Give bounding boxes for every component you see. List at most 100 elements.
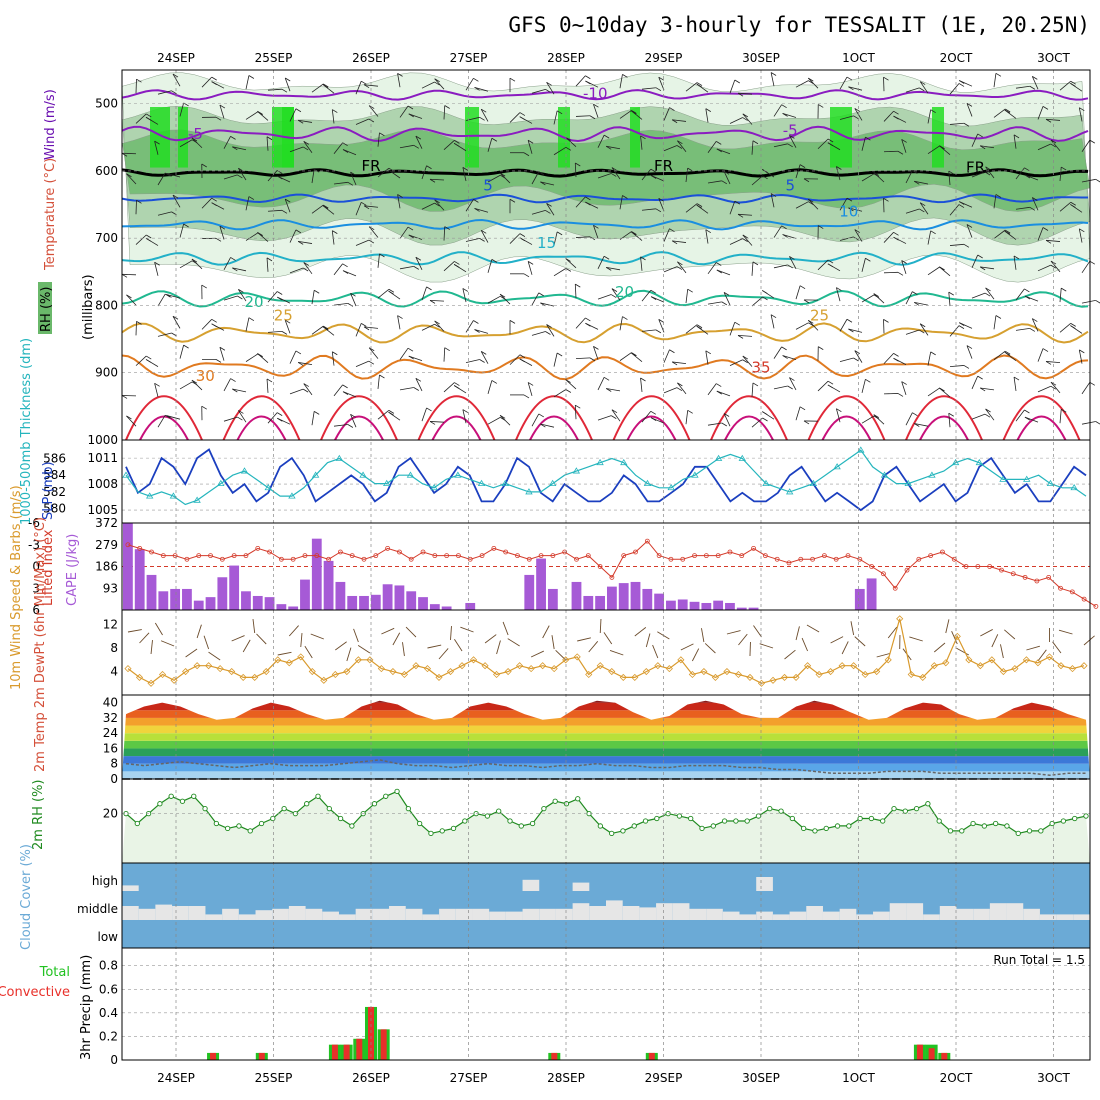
wind-barb [949,243,964,246]
wind-barb-flag [379,132,385,137]
wind-barb [773,346,782,359]
cloud-middle-bar [172,906,189,920]
lifted-marker [243,553,249,559]
cape-bar [854,588,865,610]
wind-barb-flag [363,205,370,210]
rh-marker [891,805,897,812]
y-axis-label: (millibars) [81,274,96,340]
wind-barb [933,642,946,653]
y-tick: 8 [110,641,118,655]
wind-barb-flag [237,174,243,179]
wind-barb [1037,143,1051,151]
rh-marker [202,805,208,812]
thickness-marker [169,492,178,499]
slp-tick: 1005 [87,503,118,517]
wind-barb [784,649,796,660]
lifted-marker [562,549,568,555]
wind-barb-flag [901,139,907,143]
wind-barb [691,648,700,662]
wind-barb [658,77,665,91]
wind-barb [150,640,153,655]
lifted-marker [762,553,768,559]
wind-barb [991,634,999,648]
top-date-label: 3OCT [1037,51,1070,65]
wind-barb-flag [848,328,854,333]
y-axis-label-left: Lifted Index [41,529,56,606]
wind-speed-marker [170,676,178,684]
wind-barb-flag [248,75,255,79]
wind-barb [179,223,185,238]
wind-barb [438,648,449,660]
cloud-middle-bar [138,908,156,920]
wind-barb-flag [787,143,793,148]
wind-barb [705,108,709,123]
wind-barb [434,199,445,211]
wind-barb-flag [303,383,309,387]
thickness-tick: 580 [43,502,66,516]
wind-barb [1015,206,1030,210]
y-tick: 8 [110,757,118,771]
wind-barb-flag [948,412,954,417]
wind-speed-marker [608,667,616,676]
wind-barb-flag [687,409,693,414]
wind-barb-flag [919,202,926,207]
thickness-marker [359,471,367,478]
rh-marker [925,801,931,807]
wind-barb-flag [827,263,834,268]
wind-barb-flag [1042,106,1049,110]
wind-barb-flag [650,175,657,179]
wind-barb-flag [191,137,198,142]
wind-barb [355,323,362,337]
wind-barb [527,382,533,397]
lifted-marker [196,553,202,559]
cloud-middle-bar [672,903,690,920]
wind-barb-flag [397,315,403,319]
cloud-middle-bar [1056,914,1074,920]
wind-barb [223,378,231,392]
wind-barb [575,115,591,117]
wind-barb-flag [361,323,367,327]
wind-barb [716,390,731,397]
y-axis-label: Cloud Cover (%) [19,844,34,950]
wind-barb-flag [1070,83,1076,87]
wind-barb-flag [770,314,777,319]
top-date-label: 1OCT [842,51,875,65]
isotherm--10 [121,89,1089,101]
cape-tick: 279 [95,538,118,552]
wind-speed-marker [1045,653,1054,661]
wind-barb-flag [1045,118,1052,123]
wind-barb [1059,288,1062,303]
rh-marker [1004,823,1010,829]
wind-barb [127,629,142,633]
wind-barb-flag [658,197,664,202]
bottom-date-label: 25SEP [255,1071,293,1085]
lifted-marker [515,553,520,559]
lifted-marker [1069,589,1075,595]
cloud-middle-bar [1006,903,1024,920]
wind-barb-flag [211,81,217,85]
rh-marker [236,823,242,829]
wind-barb [641,168,652,181]
wind-barb [1000,644,1004,659]
wind-speed-marker [481,662,489,670]
wind-barb-flag [1095,178,1100,183]
rh-marker [812,828,818,834]
rh-marker [541,805,547,812]
wind-barb [191,379,203,391]
wind-barb [355,118,370,125]
wind-barb-flag [985,166,991,171]
wind-barb [738,334,753,337]
wind-barb-flag [781,346,787,351]
isotherm-40-arc [139,415,189,441]
cape-bar [547,588,558,610]
wind-barb-flag [491,137,498,142]
wind-barb [166,415,181,420]
thickness-marker [1070,483,1078,491]
wind-barb-flag [1070,80,1076,85]
wind-barb-flag [1045,361,1052,365]
wind-barb [1058,629,1073,635]
wind-barb-flag [540,423,546,428]
rh-marker [191,793,197,799]
wind-barb-flag [408,234,414,239]
wind-barb [773,143,788,148]
